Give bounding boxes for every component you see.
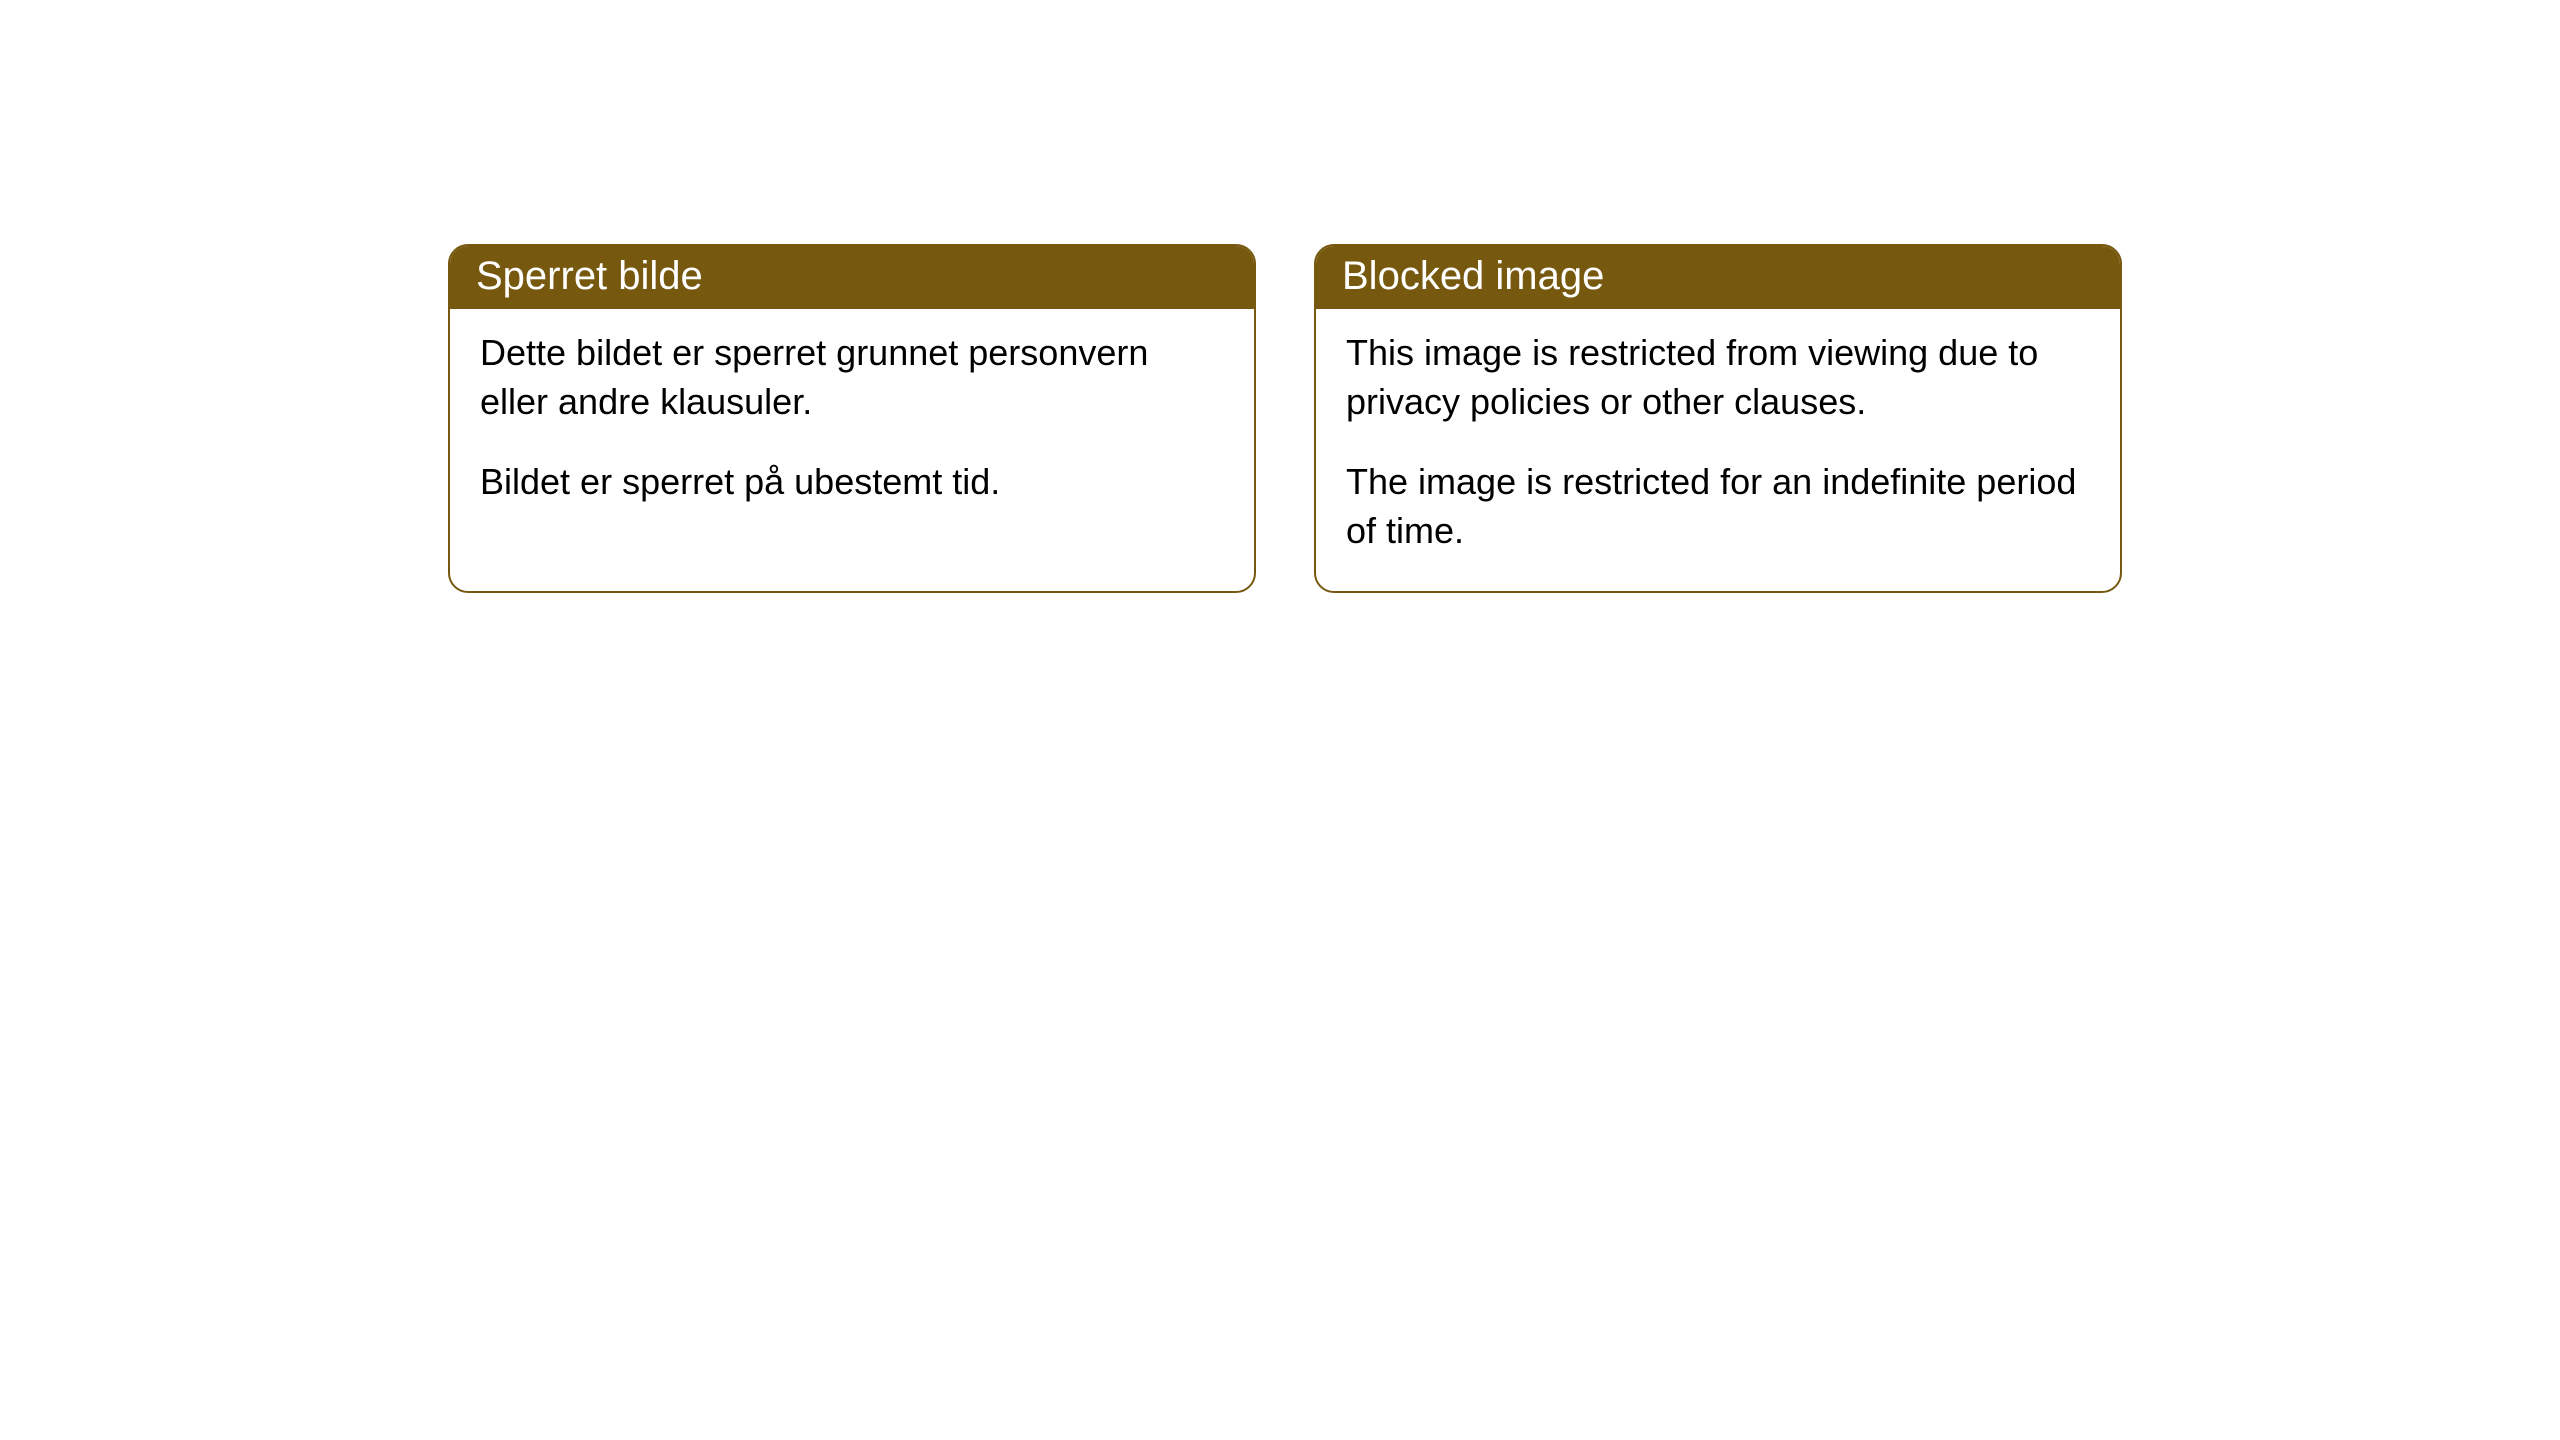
card-paragraph-2-no: Bildet er sperret på ubestemt tid. — [480, 458, 1224, 507]
card-title-no: Sperret bilde — [476, 254, 703, 298]
card-header-no: Sperret bilde — [450, 246, 1254, 309]
card-header-en: Blocked image — [1316, 246, 2120, 309]
blocked-image-card-en: Blocked image This image is restricted f… — [1314, 244, 2122, 593]
card-body-no: Dette bildet er sperret grunnet personve… — [450, 309, 1254, 543]
cards-container: Sperret bilde Dette bildet er sperret gr… — [0, 0, 2560, 593]
blocked-image-card-no: Sperret bilde Dette bildet er sperret gr… — [448, 244, 1256, 593]
card-paragraph-1-no: Dette bildet er sperret grunnet personve… — [480, 329, 1224, 426]
card-title-en: Blocked image — [1342, 254, 1604, 298]
card-body-en: This image is restricted from viewing du… — [1316, 309, 2120, 591]
card-paragraph-2-en: The image is restricted for an indefinit… — [1346, 458, 2090, 555]
card-paragraph-1-en: This image is restricted from viewing du… — [1346, 329, 2090, 426]
